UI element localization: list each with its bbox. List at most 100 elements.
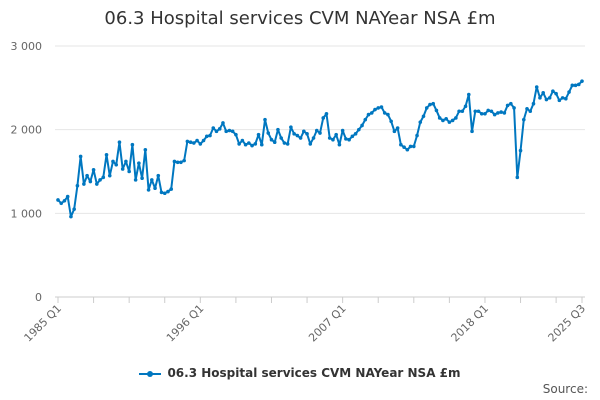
legend[interactable]: 06.3 Hospital services CVM NAYear NSA £m xyxy=(0,366,600,380)
data-point xyxy=(166,189,170,194)
data-point xyxy=(525,106,529,111)
data-point xyxy=(95,182,99,186)
data-point xyxy=(204,134,209,139)
data-point xyxy=(243,142,248,147)
data-point xyxy=(311,136,316,140)
data-point xyxy=(272,140,277,145)
data-point xyxy=(289,125,293,129)
data-point xyxy=(386,112,390,117)
data-point xyxy=(237,142,241,146)
data-point xyxy=(62,198,67,203)
data-point xyxy=(515,175,520,180)
data-point xyxy=(376,106,381,110)
data-point xyxy=(463,104,468,109)
data-point xyxy=(140,176,144,180)
data-point xyxy=(476,109,481,114)
data-point xyxy=(65,194,70,199)
x-tick-label: 2018 Q1 xyxy=(449,302,492,345)
data-point xyxy=(331,137,335,142)
data-point xyxy=(415,133,419,138)
data-point xyxy=(133,178,138,182)
data-point xyxy=(208,133,212,138)
data-point xyxy=(399,142,403,147)
data-point xyxy=(405,147,410,152)
data-point xyxy=(263,117,267,122)
data-point xyxy=(88,179,93,184)
data-point xyxy=(353,132,358,136)
data-point xyxy=(217,127,222,131)
y-tick-label: 1 000 xyxy=(11,207,43,220)
data-point xyxy=(201,138,206,143)
data-point xyxy=(379,105,384,109)
data-point xyxy=(85,173,89,178)
data-point xyxy=(327,136,332,140)
data-point xyxy=(457,109,461,114)
data-point xyxy=(564,96,568,101)
data-point xyxy=(337,142,342,147)
legend-label: 06.3 Hospital services CVM NAYear NSA £m xyxy=(167,366,461,380)
y-tick-label: 0 xyxy=(35,291,42,304)
data-point xyxy=(253,142,258,146)
data-point xyxy=(175,160,180,165)
data-point xyxy=(214,129,219,134)
data-point xyxy=(428,102,432,107)
data-point xyxy=(172,159,177,164)
data-point xyxy=(59,201,64,206)
data-point xyxy=(444,116,448,121)
data-point xyxy=(185,139,190,144)
data-point xyxy=(421,114,426,119)
data-point xyxy=(366,112,371,117)
data-point xyxy=(521,117,526,122)
data-point xyxy=(150,178,154,182)
data-point xyxy=(318,131,322,135)
data-point xyxy=(357,127,361,132)
data-point xyxy=(369,111,374,115)
data-point xyxy=(541,91,545,95)
data-point xyxy=(567,90,571,94)
x-tick-label: 2007 Q1 xyxy=(306,302,349,345)
data-point xyxy=(350,134,355,139)
data-point xyxy=(143,147,148,152)
data-point xyxy=(502,111,507,115)
data-point xyxy=(314,128,319,133)
data-point xyxy=(573,83,578,88)
data-point xyxy=(479,111,484,116)
data-point xyxy=(434,108,439,113)
data-point xyxy=(551,89,555,93)
data-point xyxy=(78,154,83,159)
data-point xyxy=(518,148,523,153)
y-tick-label: 2 000 xyxy=(11,124,43,137)
data-point xyxy=(292,132,296,136)
data-point xyxy=(120,167,125,171)
data-point xyxy=(466,92,471,97)
y-tick-label: 3 000 xyxy=(11,40,43,53)
data-point xyxy=(188,140,193,145)
data-point xyxy=(528,109,533,114)
data-point xyxy=(91,168,96,172)
source-label: Source: xyxy=(542,382,588,396)
data-point xyxy=(447,120,452,124)
data-point xyxy=(334,132,338,137)
data-point xyxy=(259,142,264,147)
data-point xyxy=(305,132,309,136)
data-point xyxy=(470,129,474,134)
data-point xyxy=(107,173,112,178)
data-point xyxy=(101,175,106,180)
data-point xyxy=(496,111,500,115)
data-point xyxy=(347,137,351,142)
data-point xyxy=(302,129,306,134)
data-point xyxy=(373,107,377,112)
data-point xyxy=(111,159,115,164)
data-point xyxy=(130,142,135,147)
data-point xyxy=(324,111,329,116)
legend-swatch xyxy=(139,370,162,377)
data-point xyxy=(392,129,397,134)
data-point xyxy=(156,173,161,178)
data-point xyxy=(159,190,164,195)
x-tick-label: 1985 Q1 xyxy=(22,302,65,345)
data-point xyxy=(531,101,536,106)
data-point xyxy=(509,101,513,106)
data-point xyxy=(279,136,283,140)
chart-title: 06.3 Hospital services CVM NAYear NSA £m xyxy=(104,8,496,29)
